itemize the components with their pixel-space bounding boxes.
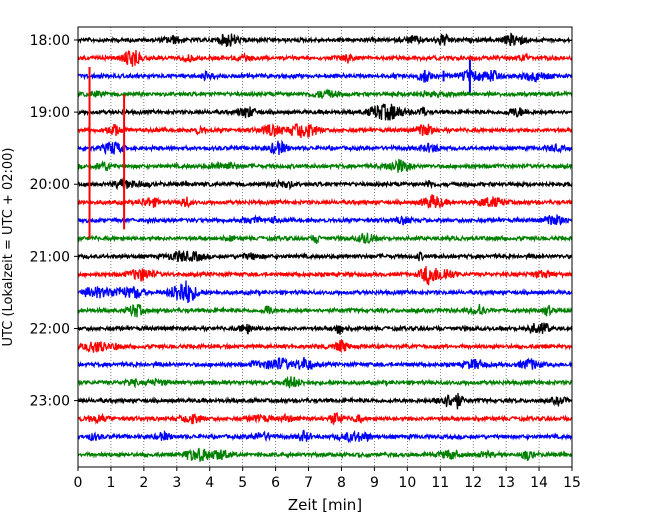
y-axis-ticks: 18:00 19:00 20:00 21:00 22:00 23:00 — [30, 33, 78, 410]
x-axis-ticks: 0 1 2 3 4 5 6 7 8 9 10 11 12 13 14 15 — [74, 467, 581, 491]
trace-0 — [77, 32, 573, 48]
x-tick-label-2: 2 — [139, 475, 148, 491]
x-tick-label-1: 1 — [106, 475, 115, 491]
trace-12 — [77, 250, 573, 263]
y-tick-label-0: 18:00 — [30, 33, 70, 49]
x-tick-label-8: 8 — [337, 475, 346, 491]
y-tick-label-5: 23:00 — [30, 394, 70, 410]
trace-23 — [77, 447, 573, 462]
trace-18 — [77, 356, 573, 371]
trace-8 — [77, 178, 573, 191]
x-tick-label-14: 14 — [530, 475, 548, 491]
trace-4 — [77, 103, 573, 121]
trace-6 — [77, 139, 573, 156]
x-tick-label-10: 10 — [398, 475, 416, 491]
trace-3 — [77, 88, 573, 99]
y-axis-label: UTC (Lokalzeit = UTC + 02:00) — [1, 148, 16, 347]
y-tick-label-4: 22:00 — [30, 321, 70, 337]
trace-1 — [77, 49, 573, 67]
trace-2 — [77, 68, 573, 83]
trace-20 — [77, 392, 573, 410]
x-tick-label-0: 0 — [74, 475, 83, 491]
trace-21 — [77, 411, 573, 425]
x-tick-label-11: 11 — [431, 475, 449, 491]
grid-lines — [110, 27, 540, 467]
x-axis-label: Zeit [min] — [288, 496, 362, 514]
trace-5 — [77, 122, 573, 139]
x-tick-label-9: 9 — [370, 475, 379, 491]
trace-14 — [77, 280, 573, 304]
x-tick-label-15: 15 — [563, 475, 581, 491]
trace-17 — [77, 339, 573, 354]
trace-16 — [77, 322, 573, 335]
trace-22 — [77, 429, 573, 444]
trace-19 — [77, 375, 573, 389]
y-tick-label-2: 20:00 — [30, 177, 70, 193]
x-tick-label-7: 7 — [304, 475, 313, 491]
trace-9 — [77, 194, 573, 210]
trace-11 — [77, 232, 573, 245]
event-spikes — [88, 59, 471, 239]
trace-7 — [77, 158, 573, 173]
trace-13 — [77, 265, 573, 286]
x-tick-label-5: 5 — [238, 475, 247, 491]
seismogram-traces — [77, 32, 573, 462]
trace-10 — [77, 214, 573, 226]
x-tick-label-13: 13 — [497, 475, 515, 491]
trace-15 — [77, 303, 573, 318]
y-tick-label-3: 21:00 — [30, 249, 70, 265]
x-tick-label-3: 3 — [172, 475, 181, 491]
x-tick-label-4: 4 — [205, 475, 214, 491]
y-tick-label-1: 19:00 — [30, 105, 70, 121]
x-tick-label-6: 6 — [271, 475, 280, 491]
plot-frame — [77, 26, 573, 468]
x-tick-label-12: 12 — [464, 475, 482, 491]
